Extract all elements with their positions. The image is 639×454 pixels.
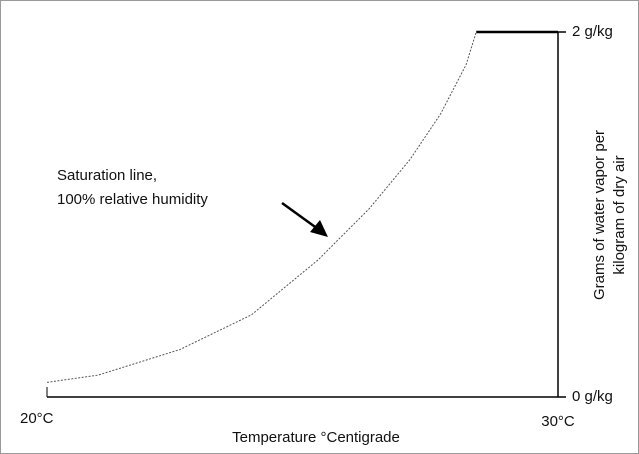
x-tick-label: 20°C [20,410,54,427]
x-tick-label: 30°C [541,413,575,430]
y-axis-label: Grams of water vapor per [591,130,608,300]
series-line [46,31,477,383]
y-axis-label: kilogram of dry air [611,155,628,274]
arrow-shaft [281,201,319,231]
arrow-head [310,220,328,237]
annotation: 100% relative humidity [57,191,208,208]
x-axis-label: Temperature °Centigrade [232,429,400,446]
y-tick-label: 0 g/kg [572,388,613,405]
annotation: Saturation line, [57,167,157,184]
y-tick-label: 2 g/kg [572,23,613,40]
